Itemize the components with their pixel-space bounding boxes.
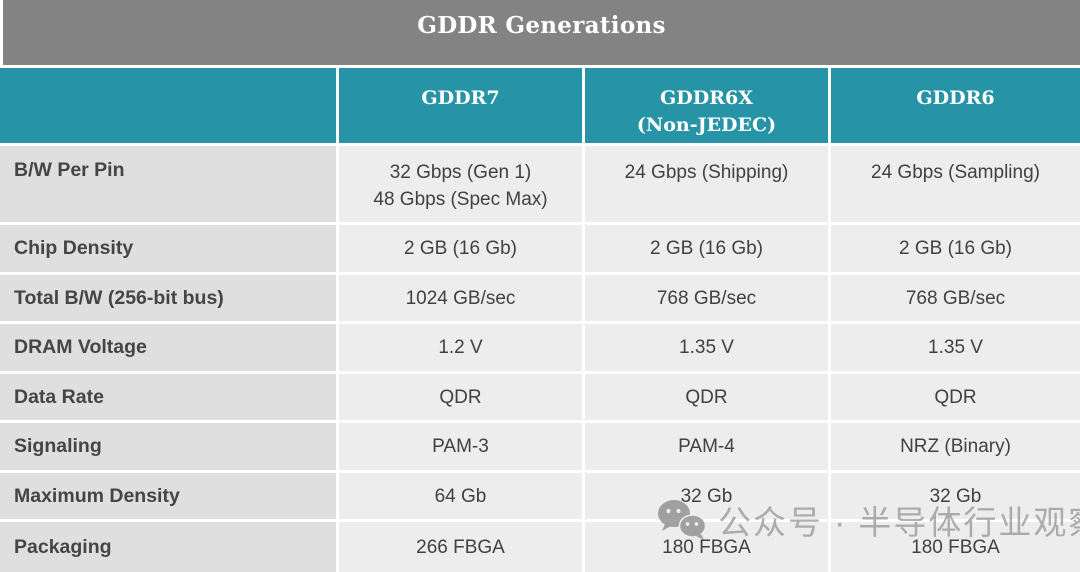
table-cell: 2 GB (16 Gb): [339, 225, 582, 272]
row-label: B/W Per Pin: [0, 146, 336, 222]
column-header-gddr7: GDDR7: [339, 68, 582, 143]
table-cell: 1.35 V: [831, 324, 1080, 371]
table-cell: 24 Gbps (Shipping): [585, 146, 828, 222]
table-cell: 180 FBGA: [831, 522, 1080, 572]
table-cell: QDR: [585, 374, 828, 420]
table-cell: 32 Gb: [831, 473, 1080, 519]
table-cell: 180 FBGA: [585, 522, 828, 572]
row-label: Data Rate: [0, 374, 336, 420]
table-title: GDDR Generations: [3, 0, 1080, 65]
row-label: DRAM Voltage: [0, 324, 336, 371]
table-cell: 64 Gb: [339, 473, 582, 519]
row-label: Maximum Density: [0, 473, 336, 519]
table-cell: 1024 GB/sec: [339, 275, 582, 321]
table-cell: 24 Gbps (Sampling): [831, 146, 1080, 222]
table-cell: PAM-4: [585, 423, 828, 470]
table-cell: 1.35 V: [585, 324, 828, 371]
table-cell: 2 GB (16 Gb): [585, 225, 828, 272]
table-cell: 768 GB/sec: [585, 275, 828, 321]
table-cell: 1.2 V: [339, 324, 582, 371]
table-cell: 32 Gb: [585, 473, 828, 519]
table-cell: 266 FBGA: [339, 522, 582, 572]
column-header-gddr6x: GDDR6X (Non-JEDEC): [585, 68, 828, 143]
row-label: Signaling: [0, 423, 336, 470]
column-header-gddr6: GDDR6: [831, 68, 1080, 143]
row-label: Chip Density: [0, 225, 336, 272]
row-label: Packaging: [0, 522, 336, 572]
table-cell: PAM-3: [339, 423, 582, 470]
table-cell: 32 Gbps (Gen 1) 48 Gbps (Spec Max): [339, 146, 582, 222]
table-cell: QDR: [339, 374, 582, 420]
table-cell: NRZ (Binary): [831, 423, 1080, 470]
table-cell: QDR: [831, 374, 1080, 420]
spec-table: GDDR7 GDDR6X (Non-JEDEC) GDDR6 B/W Per P…: [0, 68, 1080, 572]
header-corner-cell: [0, 68, 336, 143]
table-cell: 2 GB (16 Gb): [831, 225, 1080, 272]
table-cell: 768 GB/sec: [831, 275, 1080, 321]
row-label: Total B/W (256-bit bus): [0, 275, 336, 321]
